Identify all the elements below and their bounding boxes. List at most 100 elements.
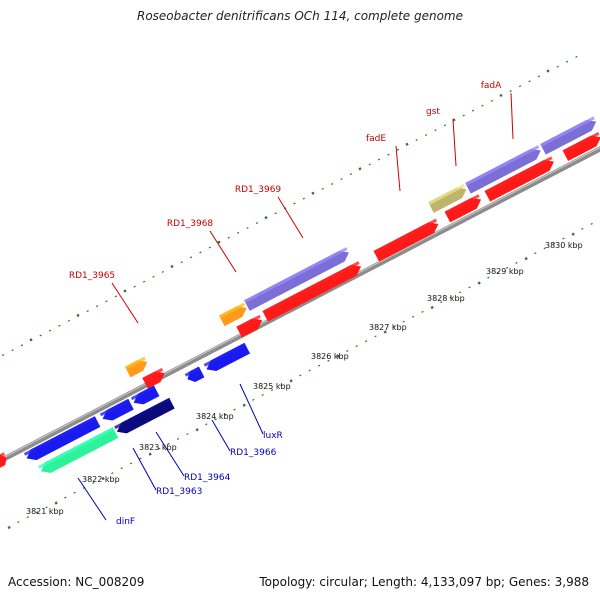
gene-red-edge-highlight bbox=[562, 131, 600, 154]
scale-label: 3829 kbp bbox=[486, 267, 524, 276]
gene-blue-3-body bbox=[133, 385, 160, 405]
scale-tick bbox=[120, 467, 123, 470]
gene-rd1-3963 bbox=[114, 397, 175, 434]
scale-tick bbox=[575, 55, 578, 58]
scale-tick bbox=[377, 158, 381, 161]
scale-tick bbox=[515, 261, 518, 264]
scale-tick bbox=[402, 320, 405, 323]
scale-tick bbox=[299, 374, 302, 377]
gene-rd1-3965 bbox=[125, 356, 148, 378]
scale-tick bbox=[293, 202, 296, 205]
genome-stats-text: Topology: circular; Length: 4,133,097 bp… bbox=[259, 575, 589, 589]
gene-fadE-highlight bbox=[373, 218, 438, 254]
gene-red-gst-highlight bbox=[444, 194, 480, 215]
scale-tick bbox=[86, 310, 89, 313]
gene-red-gst bbox=[444, 194, 482, 223]
gene-blue-2 bbox=[99, 398, 134, 421]
gene-red-1 bbox=[262, 261, 362, 322]
scale-tick bbox=[20, 344, 24, 347]
scale-tick bbox=[148, 452, 152, 456]
gene-blue-long-highlight bbox=[23, 416, 97, 456]
gene-purple-edge bbox=[540, 116, 597, 155]
gene-rd1-3965-highlight bbox=[125, 356, 146, 370]
scale-tick bbox=[114, 295, 118, 298]
gene-label-reverse: luxR bbox=[263, 431, 283, 441]
map-title: Roseobacter denitrificans OCh 114, compl… bbox=[136, 9, 463, 23]
leader-line-red bbox=[510, 92, 514, 140]
gene-red-left bbox=[0, 452, 7, 468]
scale-tick bbox=[242, 403, 246, 407]
leader-line-red bbox=[277, 196, 304, 239]
scale-tick bbox=[105, 300, 108, 303]
gene-labels: RD1_3965 RD1_3968 RD1_3969 fadE gst fadA dinF R… bbox=[69, 81, 502, 527]
scale-tick bbox=[54, 501, 58, 505]
scale-tick bbox=[92, 481, 95, 484]
scale-tick bbox=[396, 148, 400, 151]
scale-tick bbox=[415, 138, 418, 141]
scale-tick bbox=[336, 354, 340, 359]
scale-tick bbox=[195, 428, 199, 432]
gene-purple-edge-highlight bbox=[540, 116, 595, 147]
scale-label: 3830 kbp bbox=[545, 241, 583, 250]
gene-dinF-highlight bbox=[38, 427, 115, 469]
scale-tick bbox=[477, 281, 481, 285]
scale-tick bbox=[233, 408, 236, 411]
scale-tick bbox=[452, 118, 456, 122]
gene-label-forward: RD1_3965 bbox=[69, 271, 115, 281]
scale-tick bbox=[346, 349, 349, 352]
scale-tick bbox=[236, 231, 240, 234]
scale-tick bbox=[17, 521, 20, 524]
scale-tick bbox=[468, 286, 471, 289]
scale-labels: 3821 kbp 3822 kbp 3823 kbp 3824 kbp 3825 kbp… bbox=[26, 241, 583, 516]
scale-tick bbox=[227, 236, 230, 239]
scale-tick bbox=[496, 271, 499, 274]
scale-tick bbox=[1, 354, 5, 357]
gene-blue-2-body bbox=[102, 398, 134, 421]
scale-tick bbox=[552, 242, 556, 245]
scale-tick bbox=[321, 187, 324, 190]
scale-tick bbox=[26, 516, 29, 519]
gene-fadE-body bbox=[373, 222, 439, 262]
gene-rd1-3969 bbox=[244, 247, 349, 311]
scale-tick bbox=[129, 462, 133, 465]
scale-tick bbox=[95, 305, 99, 308]
scale-tick bbox=[217, 240, 221, 244]
scale-tick bbox=[537, 75, 541, 78]
gene-rd1-3968 bbox=[219, 302, 247, 327]
scale-tick bbox=[133, 285, 136, 288]
leader-line-red bbox=[111, 282, 139, 324]
gene-red-small bbox=[236, 314, 263, 338]
scale-label: 3827 kbp bbox=[369, 323, 407, 332]
gene-fadA-upper bbox=[465, 145, 541, 194]
gene-rd1-3966 bbox=[203, 342, 251, 372]
scale-tick bbox=[302, 197, 306, 200]
scale-tick bbox=[152, 275, 155, 278]
scale-tick bbox=[543, 247, 546, 250]
scale-tick bbox=[565, 60, 569, 63]
scale-tick bbox=[111, 472, 114, 475]
scale-label: 3824 kbp bbox=[196, 412, 234, 421]
scale-tick bbox=[48, 329, 52, 332]
gene-rd1-3963-highlight bbox=[114, 397, 171, 430]
leader-line-blue bbox=[132, 447, 157, 491]
gene-gst bbox=[428, 183, 467, 213]
scale-tick bbox=[264, 216, 268, 220]
scale-label: 3821 kbp bbox=[26, 507, 64, 516]
gene-gst-highlight bbox=[428, 183, 466, 205]
scale-tick bbox=[499, 93, 503, 98]
gene-blue-long-body bbox=[26, 416, 101, 461]
scale-label: 3828 kbp bbox=[427, 294, 465, 303]
scale-label: 3823 kbp bbox=[139, 443, 177, 452]
gene-blue-3 bbox=[130, 385, 160, 405]
scale-tick bbox=[590, 222, 593, 225]
scale-tick bbox=[434, 129, 437, 132]
scale-tick bbox=[280, 384, 283, 387]
scale-tick bbox=[58, 324, 61, 327]
scale-label: 3826 kbp bbox=[311, 352, 349, 361]
scale-label: 3825 kbp bbox=[253, 382, 291, 391]
gene-blue-3-highlight bbox=[130, 385, 156, 401]
gene-red-small-highlight bbox=[236, 314, 261, 330]
leader-line-blue bbox=[211, 419, 231, 452]
gene-fadA-upper-highlight bbox=[465, 145, 540, 186]
scale-tick bbox=[64, 496, 67, 499]
